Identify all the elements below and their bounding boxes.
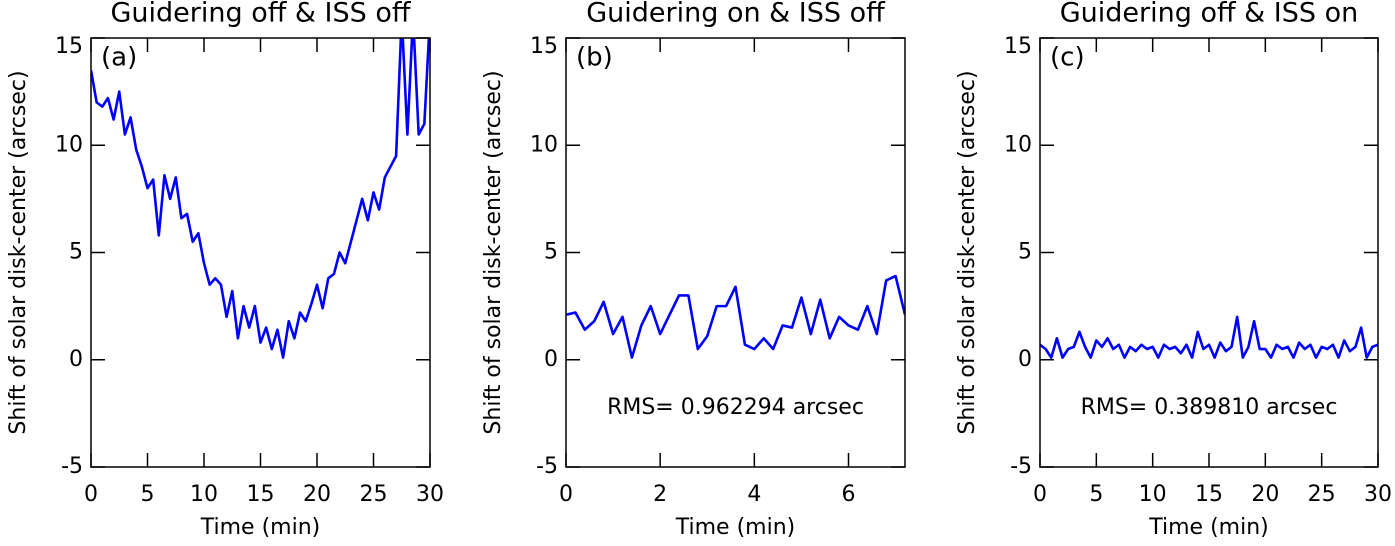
chart-title: Guidering off & ISS on	[1060, 0, 1359, 29]
data-line	[1040, 315, 1378, 359]
y-tick-label: -5	[536, 454, 558, 479]
annotation: RMS= 0.389810 arcsec	[1081, 395, 1338, 420]
panel-label: (c)	[1050, 43, 1085, 73]
panel-label: (a)	[101, 43, 137, 73]
x-tick-label: 10	[190, 482, 218, 507]
y-tick-label: 10	[55, 132, 83, 157]
x-tick-label: 5	[1089, 482, 1103, 507]
x-tick-label: 30	[416, 482, 444, 507]
x-tick-label: 25	[1308, 482, 1336, 507]
y-tick-label: 15	[530, 34, 558, 59]
x-tick-label: 4	[747, 482, 761, 507]
panel-label: (b)	[576, 43, 613, 73]
y-axis-label: Shift of solar disk-center (arcsec)	[955, 70, 980, 434]
x-tick-label: 0	[1033, 482, 1047, 507]
y-tick-label: 5	[544, 240, 558, 265]
data-line	[91, 38, 430, 359]
y-tick-label: 10	[1004, 132, 1032, 157]
y-tick-label: 15	[1004, 34, 1032, 59]
x-tick-label: 15	[1195, 482, 1223, 507]
y-tick-label: 10	[530, 132, 558, 157]
x-tick-label: 30	[1364, 482, 1392, 507]
x-axis-label: Time (min)	[675, 515, 796, 540]
chart-title: Guidering on & ISS off	[586, 0, 886, 29]
x-tick-label: 15	[247, 482, 275, 507]
data-line	[566, 274, 905, 359]
x-tick-label: 10	[1139, 482, 1167, 507]
x-axis-label: Time (min)	[1148, 515, 1269, 540]
plot-frame	[90, 37, 431, 468]
y-tick-label: -5	[61, 454, 83, 479]
x-tick-label: 5	[141, 482, 155, 507]
x-axis-label: Time (min)	[200, 515, 321, 540]
y-tick-label: -5	[1010, 454, 1032, 479]
y-tick-label: 0	[544, 347, 558, 372]
x-tick-label: 20	[1251, 482, 1279, 507]
y-tick-label: 15	[55, 34, 83, 59]
y-tick-label: 0	[1018, 347, 1032, 372]
y-tick-label: 5	[1018, 240, 1032, 265]
y-tick-label: 5	[69, 240, 83, 265]
y-axis-label: Shift of solar disk-center (arcsec)	[481, 70, 506, 434]
x-tick-label: 2	[653, 482, 667, 507]
y-tick-label: 0	[69, 347, 83, 372]
x-tick-label: 25	[360, 482, 388, 507]
x-tick-label: 6	[842, 482, 856, 507]
annotation: RMS= 0.962294 arcsec	[607, 395, 864, 420]
y-axis-label: Shift of solar disk-center (arcsec)	[6, 70, 31, 434]
x-tick-label: 0	[84, 482, 98, 507]
chart-title: Guidering off & ISS off	[110, 0, 411, 29]
x-tick-label: 20	[303, 482, 331, 507]
x-tick-label: 0	[559, 482, 573, 507]
